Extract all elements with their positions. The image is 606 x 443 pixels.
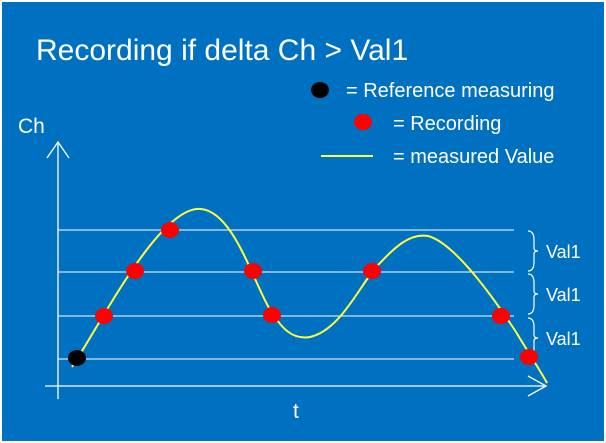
recording-marker — [126, 263, 144, 279]
x-axis-arrowhead — [527, 375, 548, 397]
recording-marker — [95, 308, 113, 324]
measured-value-curve — [71, 207, 548, 384]
val1-brace-top — [527, 230, 539, 272]
val1-label-top: Val1 — [546, 242, 581, 262]
legend: = Reference measuring = Recording = meas… — [311, 80, 554, 168]
legend-reference-label: = Reference measuring — [346, 80, 554, 102]
val1-label-bottom: Val1 — [546, 329, 581, 349]
threshold-braces: Val1 Val1 Val1 — [527, 230, 581, 359]
recording-marker — [492, 308, 510, 324]
y-axis-label: Ch — [18, 115, 45, 138]
x-axis-label: t — [293, 400, 299, 423]
reference-marker — [68, 350, 86, 366]
legend-recording-label: = Recording — [393, 113, 501, 135]
val1-brace-middle — [527, 273, 539, 315]
legend-measured-label: = measured Value — [393, 146, 554, 168]
recording-marker — [363, 263, 381, 279]
slide-title: Recording if delta Ch > Val1 — [36, 34, 408, 67]
recording-marker — [520, 349, 538, 365]
recording-marker — [244, 263, 262, 279]
recording-marker — [263, 307, 281, 323]
recording-marker — [161, 222, 179, 238]
axes: Ch t — [18, 115, 548, 423]
measurement-markers — [68, 222, 538, 366]
val1-label-middle: Val1 — [546, 285, 581, 305]
legend-reference-marker — [311, 82, 329, 98]
y-axis-arrowhead — [46, 140, 70, 159]
legend-recording-marker — [354, 114, 372, 130]
